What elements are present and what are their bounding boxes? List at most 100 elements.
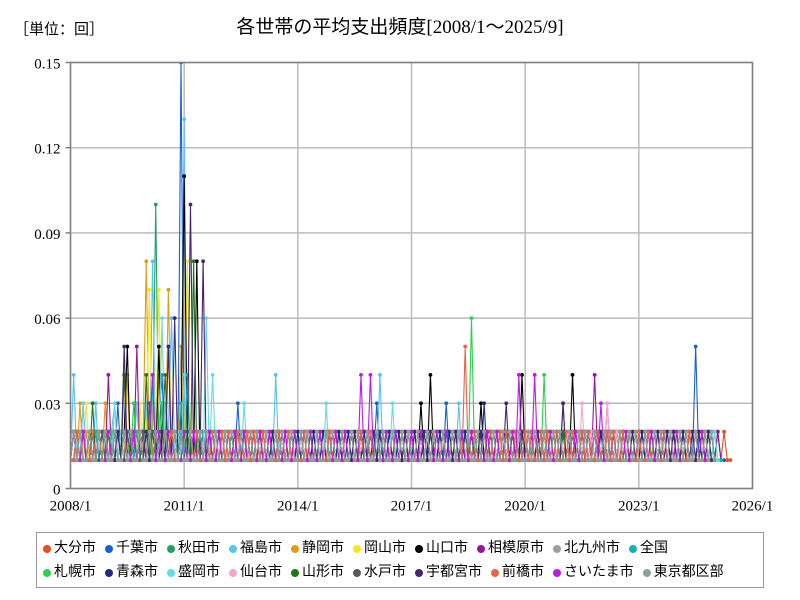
data-point [103, 458, 108, 462]
data-point [456, 429, 461, 434]
legend-item-秋田市[interactable]: 秋田市 [167, 542, 220, 556]
legend-item-盛岡市[interactable]: 盛岡市 [167, 566, 220, 580]
data-point [412, 429, 417, 434]
data-point [283, 429, 288, 434]
legend-item-青森市[interactable]: 青森市 [105, 566, 158, 580]
data-point [84, 429, 89, 434]
data-point [330, 458, 335, 462]
legend-item-千葉市[interactable]: 千葉市 [105, 542, 158, 556]
data-point [605, 429, 610, 434]
data-point [198, 458, 202, 462]
data-point [235, 401, 240, 406]
data-point [330, 429, 335, 434]
data-point [510, 458, 515, 462]
data-point [479, 429, 483, 434]
legend-item-山口市[interactable]: 山口市 [415, 542, 468, 556]
legend-marker-icon [229, 569, 237, 577]
data-point [378, 373, 382, 377]
data-point [564, 429, 569, 434]
data-point [422, 429, 427, 434]
legend-item-東京都区部[interactable]: 東京都区部 [642, 566, 724, 580]
data-point [599, 458, 603, 462]
data-point [194, 259, 199, 264]
data-point [160, 401, 164, 406]
data-point [242, 458, 247, 462]
data-point [100, 458, 104, 462]
data-point [573, 458, 578, 462]
data-point [580, 458, 584, 462]
legend-label: 北九州市 [564, 541, 620, 556]
data-point [160, 316, 164, 320]
legend-item-福島市[interactable]: 福島市 [229, 542, 282, 556]
data-point [349, 458, 354, 462]
data-point [558, 458, 562, 462]
data-point [144, 259, 149, 264]
data-point [144, 458, 149, 462]
data-point [349, 429, 354, 434]
data-point [387, 458, 392, 462]
data-point [526, 429, 531, 434]
data-point [109, 429, 114, 434]
legend-item-宇都宮市[interactable]: 宇都宮市 [415, 566, 482, 580]
data-point [276, 429, 281, 434]
data-point [709, 429, 714, 434]
data-point [624, 429, 629, 434]
y-tick-label: 0.03 [34, 397, 60, 413]
legend-item-岡山市[interactable]: 岡山市 [353, 542, 406, 556]
legend-item-仙台市[interactable]: 仙台市 [229, 566, 282, 580]
data-point [567, 429, 572, 434]
data-point [283, 458, 288, 462]
data-point [419, 458, 423, 462]
legend-label: 青森市 [116, 565, 158, 580]
legend-item-相模原市[interactable]: 相模原市 [477, 542, 544, 556]
legend-label: 山形市 [302, 565, 344, 580]
legend-marker-icon [415, 545, 423, 553]
data-point [267, 429, 272, 434]
data-point [163, 429, 168, 434]
data-point [482, 458, 487, 462]
data-point [261, 458, 265, 462]
data-point [182, 458, 187, 462]
data-point [343, 429, 348, 434]
data-point [576, 458, 581, 462]
line-chart-plot: 0 0.03 0.06 0.09 0.12 0.15 2008/1 2011/1 2014/1… [34, 57, 773, 515]
legend-item-山形市[interactable]: 山形市 [291, 566, 344, 580]
data-point [595, 458, 600, 462]
legend-item-全国[interactable]: 全国 [629, 542, 668, 556]
legend-item-さいたま市[interactable]: さいたま市 [553, 566, 634, 580]
data-point [450, 429, 455, 434]
data-point [185, 458, 190, 462]
data-point [336, 429, 341, 434]
data-point [333, 429, 338, 434]
data-point [668, 429, 673, 434]
data-point [270, 458, 275, 462]
data-point [706, 429, 711, 434]
legend-marker-icon [353, 569, 361, 577]
data-point [498, 458, 502, 462]
data-point [406, 429, 411, 434]
data-point [542, 458, 547, 462]
legend-item-水戸市[interactable]: 水戸市 [353, 566, 406, 580]
data-point [589, 458, 594, 462]
data-point [248, 458, 253, 462]
data-point [147, 429, 152, 434]
data-point [621, 458, 625, 462]
data-point [469, 429, 474, 434]
legend-label: 盛岡市 [178, 565, 220, 580]
legend-item-大分市[interactable]: 大分市 [43, 542, 96, 556]
data-point [428, 373, 433, 377]
legend-item-前橋市[interactable]: 前橋市 [491, 566, 544, 580]
legend-item-静岡市[interactable]: 静岡市 [291, 542, 344, 556]
data-point [482, 429, 487, 434]
data-point [516, 429, 521, 434]
legend-item-札幌市[interactable]: 札幌市 [43, 566, 96, 580]
data-point [542, 373, 547, 377]
y-tick-label: 0.12 [34, 142, 60, 158]
data-point [390, 429, 395, 434]
data-point [74, 458, 79, 462]
data-point [374, 458, 379, 462]
legend-item-北九州市[interactable]: 北九州市 [553, 542, 620, 556]
data-point [498, 429, 502, 434]
data-point [182, 429, 187, 434]
data-point [545, 458, 550, 462]
